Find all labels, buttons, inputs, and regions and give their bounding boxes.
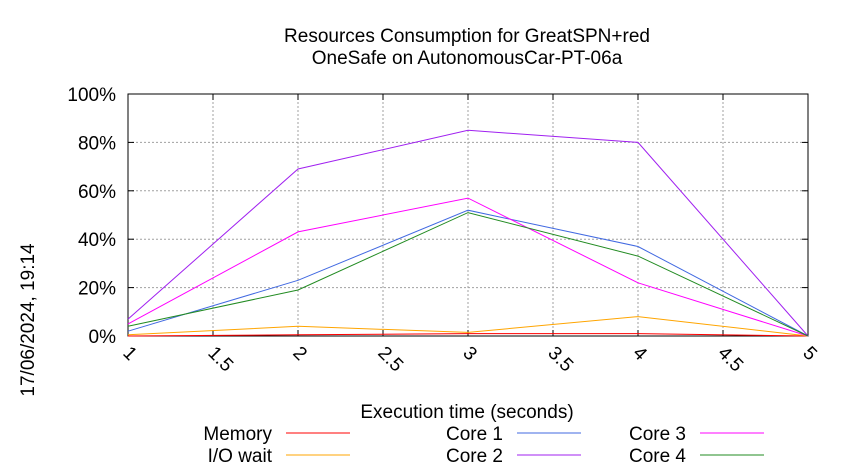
series-line-core-3: [127, 197, 809, 337]
legend-label-memory: Memory: [203, 424, 272, 445]
x-tick-label: 2: [288, 343, 310, 365]
series-line-core-1: [127, 209, 809, 337]
series-line-i-o-wait: [127, 316, 809, 337]
chart-title-line-2: OneSafe on AutonomousCar-PT-06a: [312, 48, 623, 69]
y-tick-label: 20%: [78, 279, 116, 300]
y-tick-label: 40%: [78, 230, 116, 251]
legend-label-i-o-wait: I/O wait: [208, 446, 273, 467]
legend-label-core-2: Core 2: [446, 446, 503, 467]
chart-title-line-1: Resources Consumption for GreatSPN+red: [284, 26, 650, 47]
y-tick-label: 0%: [89, 327, 117, 348]
y-tick-label: 60%: [78, 182, 116, 203]
legend-label-core-1: Core 1: [446, 424, 503, 445]
y-axis-ticks: 0% 20% 40% 60% 80% 100%: [67, 85, 808, 348]
series-line-core-4: [127, 212, 809, 337]
x-tick-label: 3.5: [543, 343, 577, 377]
x-tick-label: 1.5: [203, 343, 237, 377]
legend-label-core-3: Core 3: [629, 424, 686, 445]
x-tick-label: 1: [118, 343, 140, 365]
x-tick-label: 4: [628, 343, 651, 366]
x-tick-label: 4.5: [713, 343, 747, 377]
timestamp-label: 17/06/2024, 19:14: [18, 243, 39, 397]
y-tick-label: 80%: [78, 133, 116, 154]
x-tick-label: 5: [798, 343, 820, 365]
series-line-memory: [127, 333, 809, 337]
series-line-core-2: [127, 129, 809, 337]
y-tick-label: 100%: [67, 85, 116, 106]
x-tick-label: 3: [458, 343, 480, 365]
x-tick-label: 2.5: [373, 343, 407, 377]
series-lines: [127, 129, 809, 337]
x-axis-label: Execution time (seconds): [360, 402, 573, 423]
legend-label-core-4: Core 4: [629, 446, 686, 467]
